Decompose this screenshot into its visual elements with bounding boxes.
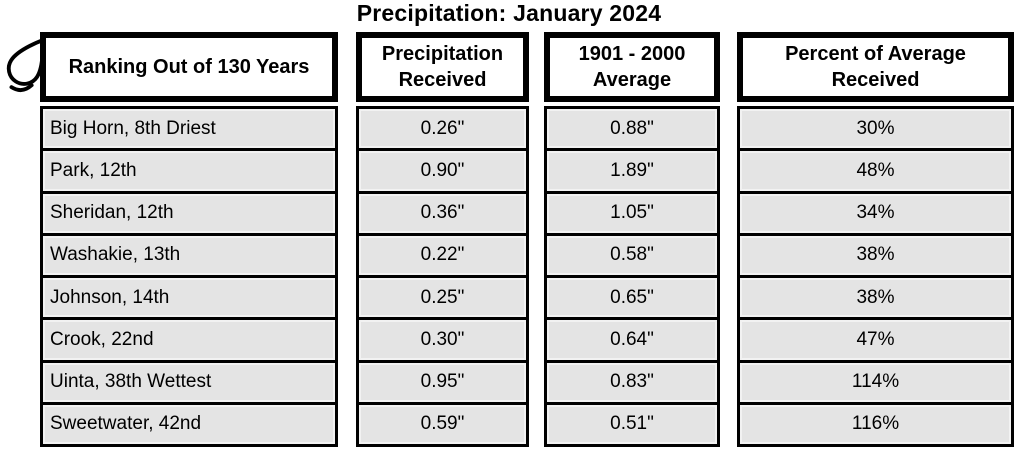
column-rows-1901-2000-average: 0.88" 1.89" 1.05" 0.58" 0.65" 0.64" 0.83… [544, 106, 720, 447]
table-cell: 0.90" [359, 151, 526, 191]
table-cell: 0.58" [547, 235, 717, 275]
column-group-ranking: Ranking Out of 130 Years Big Horn, 8th D… [40, 32, 338, 447]
column-group-percent-of-average: Percent of Average Received 30% 48% 34% … [737, 32, 1014, 447]
table-cell: 0.64" [547, 320, 717, 360]
column-header-percent-of-average: Percent of Average Received [737, 32, 1014, 102]
column-group-precipitation-received: Precipitation Received 0.26" 0.90" 0.36"… [356, 32, 529, 447]
table-cell: 116% [740, 404, 1011, 444]
table-cell: 0.88" [547, 109, 717, 149]
table-cell: 114% [740, 362, 1011, 402]
table-cell: 0.95" [359, 362, 526, 402]
table-cell: 0.59" [359, 404, 526, 444]
column-header-1901-2000-average: 1901 - 2000 Average [544, 32, 720, 102]
table-cell: Park, 12th [43, 151, 335, 191]
table-cell: 34% [740, 193, 1011, 233]
table-cell: 1.89" [547, 151, 717, 191]
page-title: Precipitation: January 2024 [356, 0, 662, 26]
table-cell: 0.65" [547, 278, 717, 318]
column-rows-ranking: Big Horn, 8th Driest Park, 12th Sheridan… [40, 106, 338, 447]
table-cell: Uinta, 38th Wettest [43, 362, 335, 402]
table-cell: 1.05" [547, 193, 717, 233]
table-cell: 0.36" [359, 193, 526, 233]
table-cell: 30% [740, 109, 1011, 149]
table-cell: 38% [740, 235, 1011, 275]
table-cell: Crook, 22nd [43, 320, 335, 360]
table-cell: 0.83" [547, 362, 717, 402]
table-cell: 48% [740, 151, 1011, 191]
table-cell: 0.26" [359, 109, 526, 149]
column-header-precipitation-received: Precipitation Received [356, 32, 529, 102]
column-rows-percent-of-average: 30% 48% 34% 38% 38% 47% 114% 116% [737, 106, 1014, 447]
table-cell: 38% [740, 278, 1011, 318]
column-rows-precipitation-received: 0.26" 0.90" 0.36" 0.22" 0.25" 0.30" 0.95… [356, 106, 529, 447]
table-cell: Big Horn, 8th Driest [43, 109, 335, 149]
table-cell: 0.51" [547, 404, 717, 444]
table-cell: 0.30" [359, 320, 526, 360]
table-cell: 0.22" [359, 235, 526, 275]
table-cell: 0.25" [359, 278, 526, 318]
table-cell: Sweetwater, 42nd [43, 404, 335, 444]
table-cell: Sheridan, 12th [43, 193, 335, 233]
column-group-1901-2000-average: 1901 - 2000 Average 0.88" 1.89" 1.05" 0.… [544, 32, 720, 447]
column-header-ranking: Ranking Out of 130 Years [40, 32, 338, 102]
table-cell: Johnson, 14th [43, 278, 335, 318]
table-cell: Washakie, 13th [43, 235, 335, 275]
table-cell: 47% [740, 320, 1011, 360]
